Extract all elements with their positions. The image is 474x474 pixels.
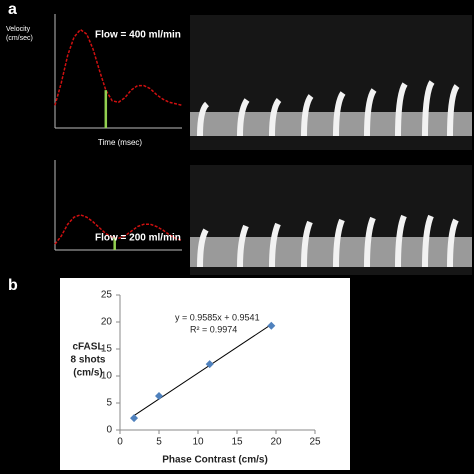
y-axis-label: cFASL bbox=[72, 342, 103, 353]
y-axis-label: 8 shots bbox=[70, 355, 105, 366]
panel-label: b bbox=[8, 277, 18, 294]
x-tick-label: 10 bbox=[192, 437, 204, 448]
x-tick-label: 15 bbox=[231, 437, 243, 448]
chart-frame bbox=[60, 278, 350, 470]
y-axis-label: Velocity bbox=[6, 26, 31, 33]
x-axis-label: Phase Contrast (cm/s) bbox=[162, 455, 268, 466]
trendline bbox=[133, 324, 272, 416]
mri-band bbox=[190, 237, 472, 267]
y-tick-label: 0 bbox=[106, 425, 112, 436]
y-tick-label: 5 bbox=[106, 398, 112, 409]
y-axis-label: (cm/s) bbox=[73, 368, 102, 379]
y-tick-label: 10 bbox=[101, 371, 113, 382]
x-tick-label: 0 bbox=[117, 437, 123, 448]
data-point bbox=[130, 414, 139, 423]
y-tick-label: 20 bbox=[101, 317, 113, 328]
velocity-curve bbox=[54, 28, 183, 107]
trend-equation: y = 0.9585x + 0.9541 bbox=[175, 312, 260, 322]
data-point bbox=[205, 360, 214, 369]
annotation: Flow = 400 ml/min bbox=[95, 30, 181, 41]
y-tick-label: 15 bbox=[101, 344, 113, 355]
velocity-curve bbox=[54, 214, 183, 245]
mri-jets bbox=[197, 80, 460, 137]
mri-jets bbox=[197, 214, 459, 268]
panel-label: a bbox=[8, 1, 17, 18]
x-axis-label: Time (msec) bbox=[98, 138, 142, 147]
annotation: Flow = 200 ml/min bbox=[95, 233, 181, 244]
y-axis-label: (cm/sec) bbox=[6, 35, 33, 42]
x-tick-label: 20 bbox=[270, 437, 282, 448]
y-tick-label: 25 bbox=[101, 290, 113, 301]
mri-band bbox=[190, 112, 472, 136]
x-tick-label: 25 bbox=[309, 437, 321, 448]
data-point bbox=[155, 391, 163, 400]
trend-r2: R² = 0.9974 bbox=[190, 324, 237, 334]
data-point bbox=[267, 321, 276, 330]
x-tick-label: 5 bbox=[156, 437, 162, 448]
